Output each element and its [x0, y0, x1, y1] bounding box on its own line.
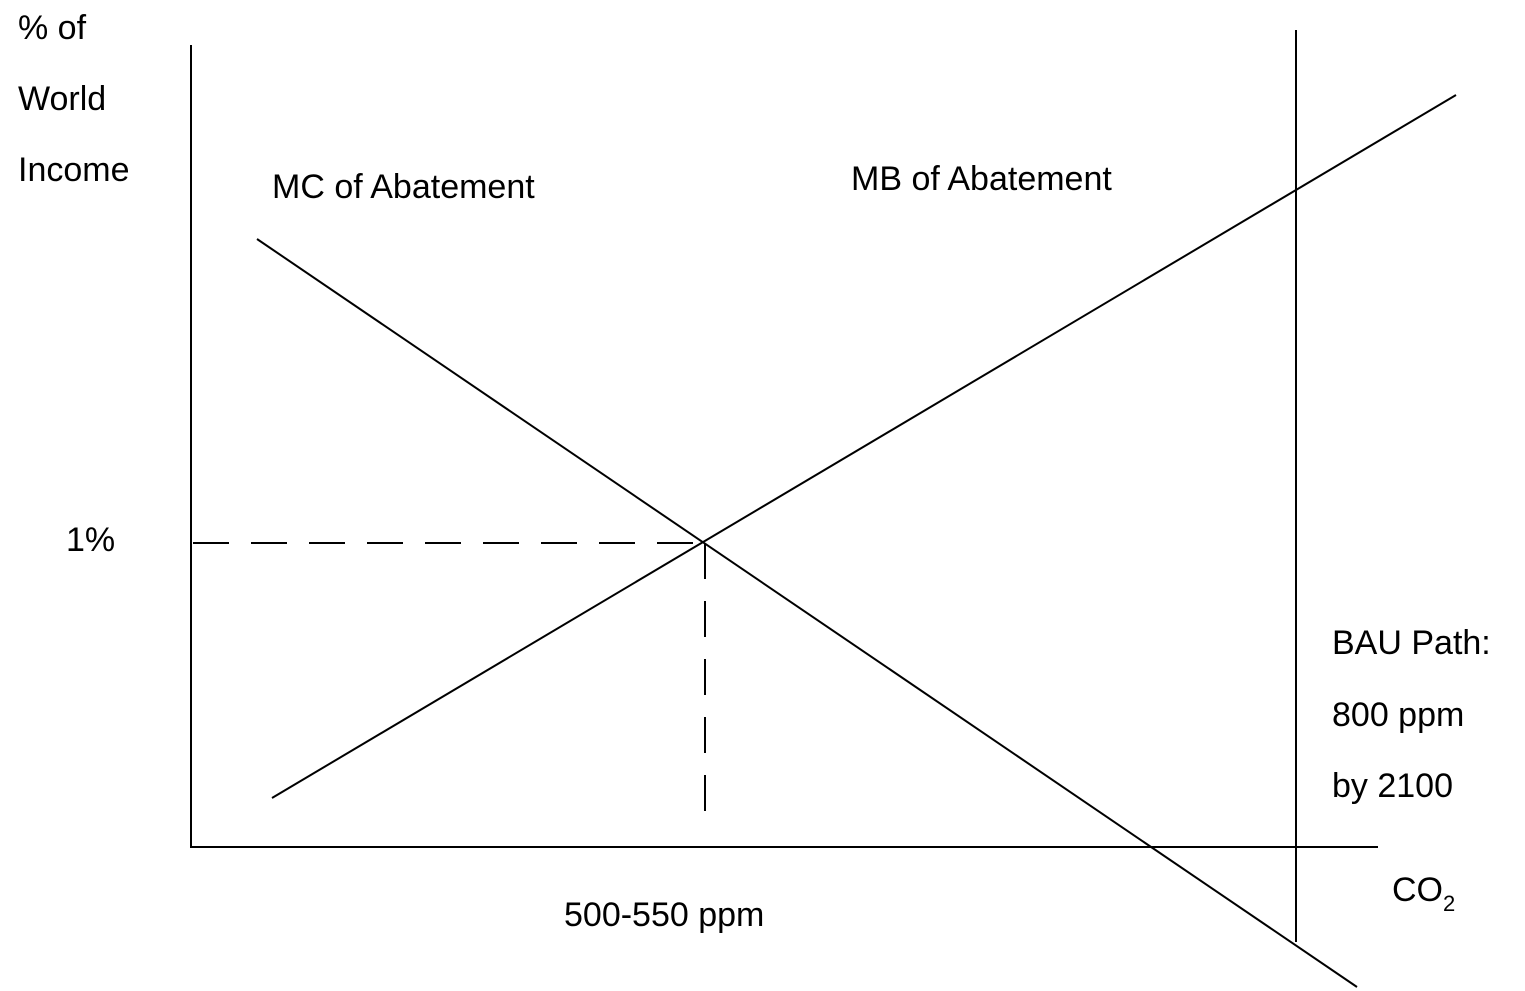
- y-axis-label: % of: [18, 9, 87, 47]
- curve-label: MB of Abatement: [851, 160, 1112, 198]
- bau-label: 800 ppm: [1332, 696, 1464, 734]
- y-value-label: 1%: [66, 521, 115, 559]
- bau-label: BAU Path:: [1332, 624, 1491, 662]
- x-value-label: 500-550 ppm: [564, 896, 764, 934]
- x-axis-label-text: CO: [1392, 871, 1443, 909]
- x-axis-label: CO2: [1392, 871, 1455, 916]
- y-axis-label: Income: [18, 151, 130, 189]
- mb-curve: [271, 94, 1457, 799]
- x-axis-label-subscript: 2: [1443, 891, 1455, 916]
- bau-label: by 2100: [1332, 767, 1453, 805]
- curve-label: MC of Abatement: [272, 168, 535, 206]
- mc-curve: [256, 238, 1358, 988]
- y-axis-label: World: [18, 80, 106, 118]
